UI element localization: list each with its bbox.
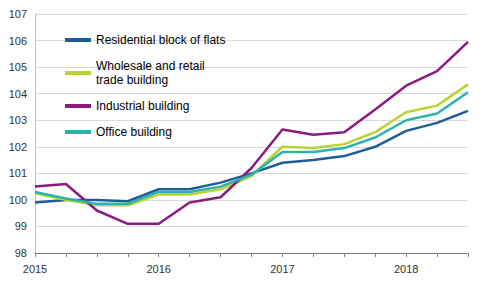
svg-text:Industrial building: Industrial building <box>96 99 189 113</box>
svg-text:Residential block of flats: Residential block of flats <box>96 33 225 47</box>
svg-text:99: 99 <box>15 220 27 232</box>
svg-text:Office building: Office building <box>96 125 172 139</box>
svg-text:100: 100 <box>9 194 27 206</box>
svg-text:107: 107 <box>9 8 27 20</box>
svg-text:105: 105 <box>9 61 27 73</box>
svg-text:2017: 2017 <box>270 263 294 275</box>
svg-text:106: 106 <box>9 35 27 47</box>
svg-text:2015: 2015 <box>23 263 47 275</box>
svg-text:104: 104 <box>9 88 27 100</box>
svg-text:trade building: trade building <box>96 73 168 87</box>
svg-text:102: 102 <box>9 141 27 153</box>
svg-text:2018: 2018 <box>394 263 418 275</box>
svg-text:101: 101 <box>9 167 27 179</box>
svg-text:Wholesale and retail: Wholesale and retail <box>96 59 208 73</box>
svg-text:98: 98 <box>15 247 27 259</box>
svg-text:2016: 2016 <box>146 263 170 275</box>
svg-text:103: 103 <box>9 114 27 126</box>
